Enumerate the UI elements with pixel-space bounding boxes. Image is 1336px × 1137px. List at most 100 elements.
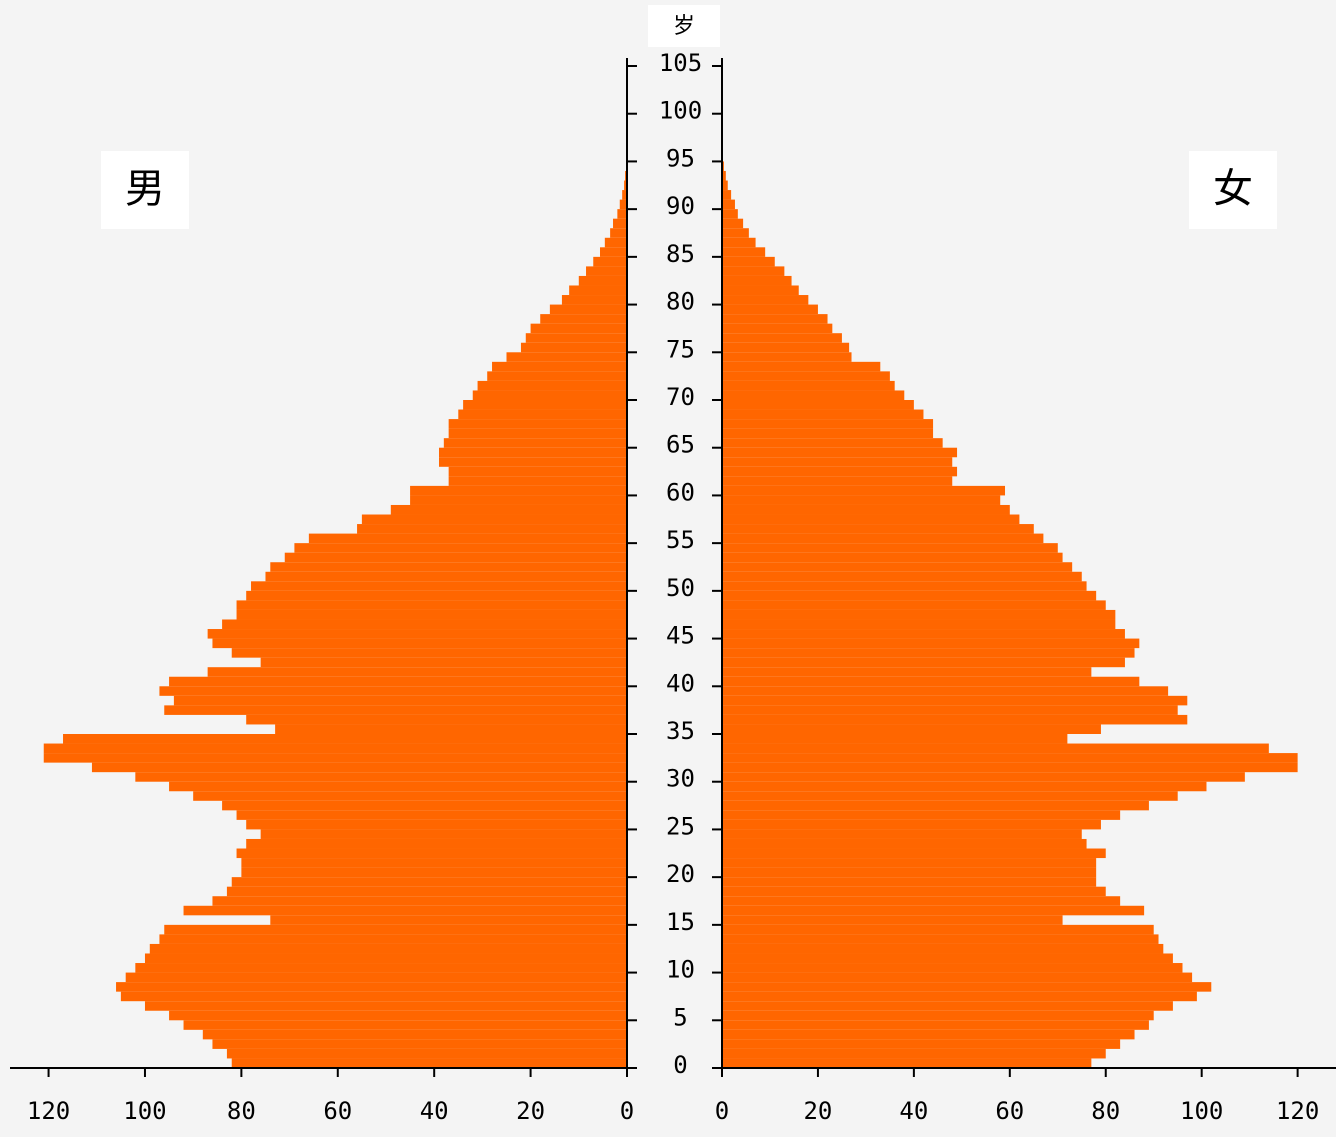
bar — [241, 858, 627, 868]
y-tick-label: 60 — [666, 478, 695, 506]
bar — [722, 361, 881, 372]
bar — [722, 638, 1140, 649]
y-tick-label: 90 — [666, 192, 695, 220]
bar — [722, 552, 1063, 563]
bar — [260, 657, 627, 668]
bar — [448, 466, 627, 477]
bar — [722, 676, 1140, 687]
bar — [448, 428, 627, 439]
bar — [540, 314, 627, 324]
bar — [722, 905, 1145, 916]
bar — [164, 924, 627, 935]
bar — [586, 266, 627, 276]
bar — [617, 209, 627, 219]
x-tick-label: 120 — [1276, 1097, 1319, 1125]
y-tick-label: 0 — [673, 1051, 687, 1079]
bar — [722, 524, 1034, 534]
bar — [722, 457, 953, 467]
bar — [722, 600, 1106, 610]
unit-box — [648, 5, 720, 47]
bar — [410, 495, 627, 505]
bar — [458, 409, 627, 420]
bar — [722, 1010, 1154, 1021]
bar — [116, 982, 627, 992]
bar — [463, 400, 627, 410]
bar — [43, 753, 627, 763]
x-tick-label: 20 — [516, 1097, 545, 1125]
x-tick-label: 100 — [1180, 1097, 1223, 1125]
y-tick-label: 45 — [666, 622, 695, 650]
bar — [212, 638, 627, 649]
bar — [308, 533, 627, 544]
y-tick-label: 95 — [666, 144, 695, 172]
bar — [722, 686, 1169, 696]
bar — [722, 266, 785, 276]
bar — [722, 218, 744, 229]
bar — [722, 295, 809, 305]
female-label-box — [1189, 151, 1277, 229]
bar — [722, 247, 766, 257]
bar — [722, 409, 924, 420]
bar — [169, 676, 627, 687]
bar — [722, 972, 1193, 983]
bar — [144, 1001, 627, 1011]
bar — [722, 714, 1188, 725]
bar — [722, 514, 1020, 525]
y-tick-label: 35 — [666, 717, 695, 745]
bar — [260, 829, 627, 839]
bar — [183, 1020, 627, 1030]
bar — [722, 1029, 1135, 1040]
bar — [722, 533, 1044, 544]
bar — [722, 800, 1149, 811]
bar — [722, 275, 792, 286]
x-tick-label: 120 — [27, 1097, 70, 1125]
bar — [246, 714, 627, 725]
bar — [270, 915, 627, 925]
bar — [448, 419, 627, 429]
bar — [722, 1058, 1092, 1068]
bar — [120, 991, 627, 1002]
bar — [275, 724, 627, 734]
bar — [722, 924, 1154, 935]
bar — [722, 438, 943, 448]
y-tick-label: 55 — [666, 526, 695, 554]
bar — [722, 485, 1006, 496]
bar — [164, 705, 627, 715]
bar — [722, 695, 1188, 706]
bar — [270, 562, 627, 572]
bar — [439, 447, 627, 458]
bar — [722, 495, 1001, 505]
bar — [569, 285, 627, 296]
bar — [613, 218, 627, 229]
x-tick-label: 80 — [227, 1097, 256, 1125]
bar — [231, 1058, 627, 1068]
bar — [506, 352, 627, 362]
bar — [169, 781, 627, 792]
y-tick-label: 65 — [666, 431, 695, 459]
bar — [722, 705, 1178, 715]
bar — [722, 466, 958, 477]
bar — [610, 228, 627, 238]
bar — [159, 686, 627, 696]
bar — [477, 380, 627, 391]
bar — [722, 619, 1116, 630]
bar — [212, 1039, 627, 1049]
bar — [722, 571, 1082, 582]
bar — [722, 915, 1063, 925]
bar — [236, 609, 627, 620]
bar — [169, 1010, 627, 1021]
bar — [439, 457, 627, 467]
x-tick-label: 20 — [803, 1097, 832, 1125]
bar — [236, 848, 627, 859]
series-label: 男 — [125, 166, 165, 212]
bar — [231, 877, 627, 887]
bar — [722, 237, 756, 248]
bar — [722, 256, 775, 267]
bar — [207, 667, 627, 677]
bar — [722, 228, 749, 238]
bar — [251, 581, 627, 591]
bar — [226, 886, 627, 897]
y-tick-label: 10 — [666, 956, 695, 984]
bar — [604, 237, 627, 248]
